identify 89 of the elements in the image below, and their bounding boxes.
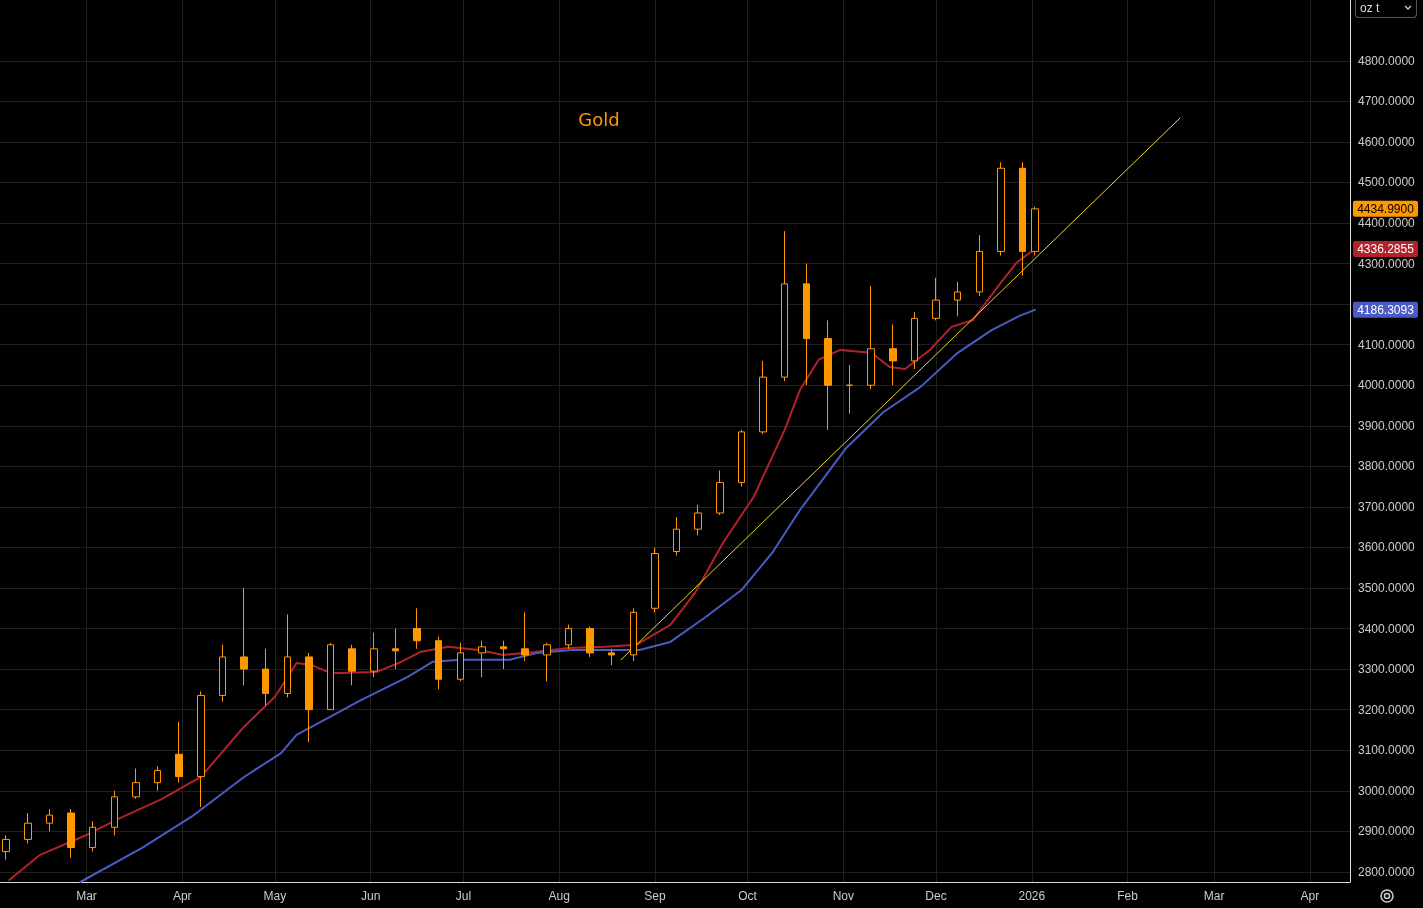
candlestick [521,611,529,662]
candlestick [111,790,118,836]
candlestick [240,587,248,686]
candlestick [824,319,832,431]
candlestick [284,613,291,698]
candlestick [175,721,183,784]
candlestick [846,364,853,415]
x-tick-label: Feb [1117,889,1139,903]
y-tick-label: 4000.0000 [1358,378,1416,393]
candlestick [954,281,961,317]
candlestick [457,642,464,682]
candlestick [197,690,205,808]
x-tick-label: Nov [832,889,855,903]
candlestick [673,516,680,557]
candlestick [435,636,442,690]
candlestick [392,628,399,670]
x-tick-label: Apr [172,889,192,903]
candlestick [370,632,378,678]
candlestick [997,161,1005,256]
y-tick-label: 3000.0000 [1358,783,1416,798]
y-tick-label: 3900.0000 [1358,418,1416,433]
candlestick [694,504,702,536]
candlestick [976,234,983,297]
x-tick-label: Sep [644,889,666,903]
y-tick-label: 3400.0000 [1358,621,1416,636]
candlestick [132,767,140,800]
y-tick-label: 4600.0000 [1358,134,1416,149]
x-tick-label: Jun [361,889,381,903]
candlestick [2,834,10,861]
candlestick [154,765,161,792]
candlestick [716,469,724,516]
y-tick-label: 4300.0000 [1358,256,1416,271]
x-tick-label: Aug [548,889,570,903]
line-series [79,308,1036,883]
candlestick [262,648,269,707]
text: Gold [578,108,620,130]
candlestick [759,360,767,435]
candlestick [630,607,637,662]
y-tick-label: 3200.0000 [1358,702,1416,717]
candlestick [305,652,313,743]
candlestick [1031,206,1039,256]
candlestick [889,323,897,386]
y-tick-label: 3500.0000 [1358,581,1416,595]
y-tick-label: 3100.0000 [1358,743,1416,758]
y-tick-label: 3800.0000 [1358,459,1416,474]
candlestick [348,644,356,686]
candlestick [478,640,486,678]
y-tick-label: 2800.0000 [1358,864,1416,879]
candlestick [219,644,226,703]
text: 4336.2855 [1357,241,1415,256]
candlestick [89,820,96,853]
y-tick-label: 3600.0000 [1358,540,1416,555]
candlestick [46,808,53,832]
x-tick-label: May [263,889,287,903]
y-tick-label: 2900.0000 [1358,824,1416,839]
candlestick [586,626,594,658]
candlestick [327,642,334,711]
candlestick [803,263,810,386]
candlestick [738,429,745,488]
candlestick [911,311,918,370]
x-tick-label: Dec [925,889,947,903]
candlestick [1019,161,1026,277]
candlestick [413,607,421,650]
y-tick-label: 3700.0000 [1358,499,1416,514]
text: oz t [1355,0,1417,18]
candlestick [867,285,875,390]
candlestick [24,812,32,844]
text: 4186.3093 [1357,302,1415,317]
candlestick [932,277,940,321]
x-tick-label: Apr [1300,889,1320,903]
candlestick [651,546,659,613]
text: 4434.9900 [1357,201,1415,216]
candlestick [608,648,615,666]
x-tick-label: Mar [76,889,97,903]
y-tick-label: 4400.0000 [1358,216,1416,231]
x-tick-label: Mar [1203,889,1225,903]
x-tick-label: 2026 [1018,889,1046,903]
x-tick-label: Jul [455,889,472,903]
y-tick-label: 4700.0000 [1358,94,1416,109]
x-tick-label: Oct [738,889,758,903]
candlestick [67,808,75,859]
candlestick [565,624,572,650]
candlestick [500,640,507,670]
candlestick [543,642,551,682]
candlestick [781,230,788,382]
y-tick-label: 4100.0000 [1358,337,1416,352]
y-tick-label: 4500.0000 [1358,175,1416,190]
y-tick-label: 3300.0000 [1358,662,1416,677]
y-tick-label: 4800.0000 [1358,53,1416,68]
